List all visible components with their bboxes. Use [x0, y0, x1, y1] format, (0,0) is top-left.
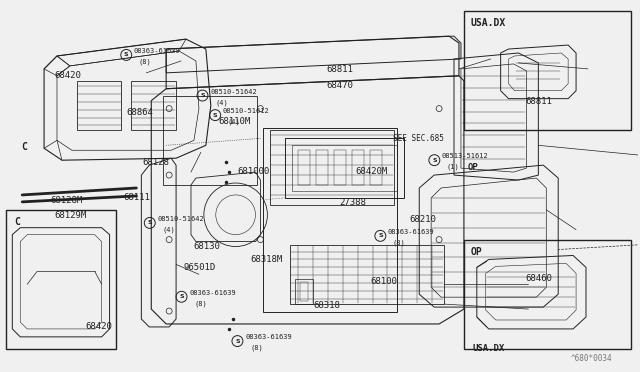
Text: 68811: 68811: [326, 65, 353, 74]
Text: S: S: [200, 93, 205, 98]
Text: 68420: 68420: [85, 322, 112, 331]
Bar: [264, 128, 397, 312]
Text: 08510-51642: 08510-51642: [210, 89, 257, 94]
Text: S: S: [124, 52, 129, 57]
Bar: [300, 282, 308, 301]
Text: 08363-61639: 08363-61639: [245, 334, 292, 340]
Bar: [298, 150, 310, 185]
Text: S: S: [213, 113, 218, 118]
Text: 68128: 68128: [142, 157, 169, 167]
Text: 68864: 68864: [126, 108, 153, 117]
Bar: [270, 131, 394, 205]
Text: 681000: 681000: [237, 167, 269, 176]
Text: 68100: 68100: [371, 278, 397, 286]
Text: SEE SEC.685: SEE SEC.685: [393, 134, 444, 142]
Text: USA.DX: USA.DX: [472, 344, 505, 353]
Text: (1): (1): [447, 164, 460, 170]
Text: S: S: [235, 339, 240, 344]
Text: (4): (4): [215, 99, 228, 106]
Bar: [464, 240, 630, 349]
Text: (8): (8): [250, 345, 263, 351]
Text: 68811: 68811: [525, 97, 552, 106]
Text: S: S: [378, 233, 383, 238]
Text: 68129M: 68129M: [54, 211, 87, 220]
Bar: [285, 138, 404, 198]
Text: 68460: 68460: [525, 274, 552, 283]
Text: (4): (4): [228, 119, 241, 125]
Text: 08510-51642: 08510-51642: [157, 216, 204, 222]
Text: (4): (4): [163, 227, 175, 233]
Text: 68210: 68210: [409, 215, 436, 224]
Text: 68420M: 68420M: [355, 167, 387, 176]
Text: 68318: 68318: [314, 301, 340, 311]
Text: (8): (8): [139, 59, 152, 65]
Bar: [316, 150, 328, 185]
Text: C: C: [14, 217, 20, 227]
Bar: [352, 150, 364, 185]
Text: ^680*0034: ^680*0034: [571, 354, 612, 363]
Text: OP: OP: [467, 163, 478, 172]
Text: 68128M: 68128M: [50, 196, 83, 205]
Text: S: S: [179, 294, 184, 299]
Text: 68110M: 68110M: [218, 117, 251, 126]
Text: 08363-61639: 08363-61639: [189, 290, 236, 296]
Bar: [334, 150, 346, 185]
Bar: [290, 244, 444, 304]
Bar: [163, 96, 257, 185]
Text: 68420: 68420: [54, 71, 81, 80]
Text: S: S: [147, 221, 152, 225]
Text: USA.DX: USA.DX: [471, 18, 506, 28]
Bar: [464, 11, 630, 131]
Bar: [292, 145, 397, 191]
Text: 68318M: 68318M: [250, 255, 282, 264]
Text: 27388: 27388: [339, 198, 366, 207]
Text: OP: OP: [471, 247, 483, 257]
Text: 08363-61639: 08363-61639: [134, 48, 180, 54]
Text: 08513-51612: 08513-51612: [442, 153, 489, 159]
Bar: [131, 81, 176, 131]
Text: C: C: [22, 142, 28, 152]
Bar: [77, 81, 122, 131]
Text: 08363-61639: 08363-61639: [388, 229, 435, 235]
Bar: [370, 150, 381, 185]
Text: 68470: 68470: [326, 81, 353, 90]
Text: 96501D: 96501D: [184, 263, 216, 272]
Text: 68130: 68130: [193, 243, 220, 251]
Text: S: S: [432, 158, 436, 163]
Text: (8): (8): [194, 301, 207, 307]
Bar: [6, 210, 116, 349]
Bar: [295, 279, 313, 304]
Text: (8): (8): [393, 240, 406, 246]
Text: 08510-51612: 08510-51612: [223, 108, 269, 114]
Text: 68111: 68111: [123, 193, 150, 202]
